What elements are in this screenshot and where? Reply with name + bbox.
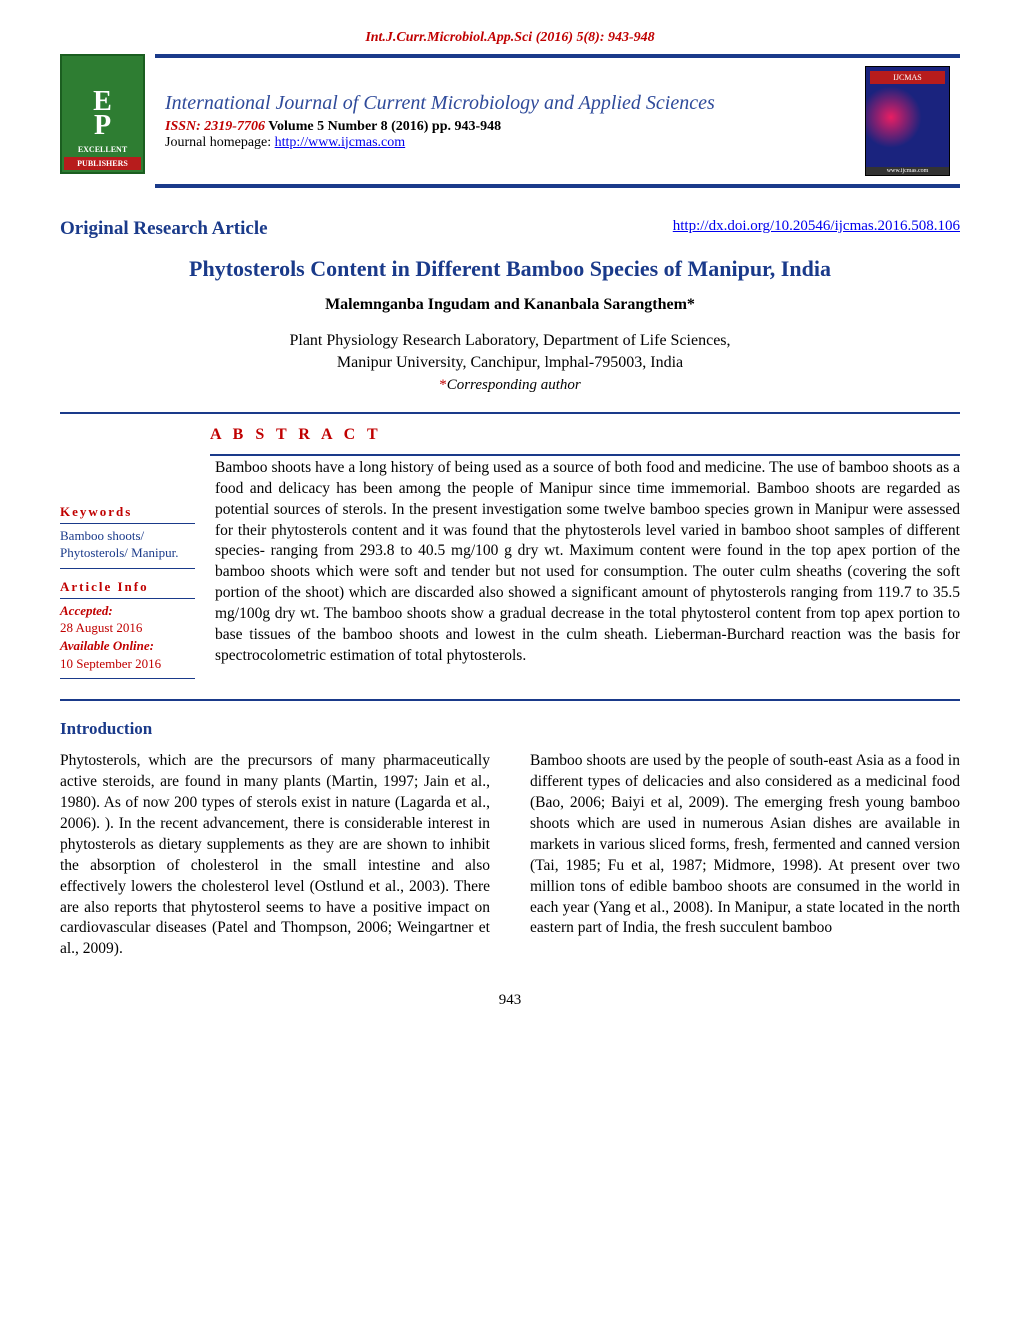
keywords-text: Bamboo shoots/ Phytosterols/ Manipur. xyxy=(60,527,195,569)
homepage-link[interactable]: http://www.ijcmas.com xyxy=(275,135,406,150)
authors: Malemnganba Ingudam and Kananbala Sarang… xyxy=(60,296,960,314)
issue-info: Volume 5 Number 8 (2016) pp. 943-948 xyxy=(265,119,501,134)
page-number: 943 xyxy=(60,992,960,1009)
cover-title: IJCMAS xyxy=(870,71,945,84)
keywords-label: Keywords xyxy=(60,504,195,524)
cover-footer: www.ijcmas.com xyxy=(866,167,949,175)
header-main: International Journal of Current Microbi… xyxy=(155,54,960,188)
homepage-label: Journal homepage: xyxy=(165,135,275,150)
top-citation: Int.J.Curr.Microbiol.App.Sci (2016) 5(8)… xyxy=(60,30,960,46)
abstract-text: Bamboo shoots have a long history of bei… xyxy=(215,458,960,689)
issn: ISSN: 2319-7706 xyxy=(165,119,265,134)
header-bar: E P EXCELLENT PUBLISHERS International J… xyxy=(60,54,960,188)
logo-line2: PUBLISHERS xyxy=(64,157,141,170)
doi-link[interactable]: http://dx.doi.org/10.20546/ijcmas.2016.5… xyxy=(673,218,960,240)
sidebar: Keywords Bamboo shoots/ Phytosterols/ Ma… xyxy=(60,458,195,689)
homepage-line: Journal homepage: http://www.ijcmas.com xyxy=(165,135,865,151)
affiliation-line1: Plant Physiology Research Laboratory, De… xyxy=(60,330,960,352)
corresponding-label: Corresponding author xyxy=(447,377,581,393)
accepted-label: Accepted: xyxy=(60,602,195,620)
available-label: Available Online: xyxy=(60,637,195,655)
corresponding-author: *Corresponding author xyxy=(60,377,960,394)
article-type-row: Original Research Article http://dx.doi.… xyxy=(60,218,960,240)
paper-title: Phytosterols Content in Different Bamboo… xyxy=(60,256,960,282)
accepted-date: 28 August 2016 xyxy=(60,619,195,637)
logo-p: P xyxy=(94,114,111,138)
article-type: Original Research Article xyxy=(60,218,268,240)
body-para-2: Bamboo shoots are used by the people of … xyxy=(530,751,960,939)
body-text: Phytosterols, which are the precursors o… xyxy=(60,751,960,964)
divider-abstract-top xyxy=(210,454,960,456)
affiliation-line2: Manipur University, Canchipur, lmphal-79… xyxy=(60,352,960,374)
article-info-box: Accepted: 28 August 2016 Available Onlin… xyxy=(60,602,195,679)
header-text: International Journal of Current Microbi… xyxy=(165,92,865,151)
journal-cover: IJCMAS www.ijcmas.com xyxy=(865,66,950,176)
body-para-1: Phytosterols, which are the precursors o… xyxy=(60,751,490,960)
logo-line1: EXCELLENT xyxy=(64,143,141,156)
article-info-label: Article Info xyxy=(60,579,195,599)
cover-image xyxy=(866,84,949,167)
journal-title: International Journal of Current Microbi… xyxy=(165,92,865,115)
introduction-heading: Introduction xyxy=(60,719,960,739)
divider-bottom xyxy=(60,699,960,701)
available-date: 10 September 2016 xyxy=(60,655,195,673)
abstract-label: A B S T R A C T xyxy=(210,426,960,444)
divider-top xyxy=(60,412,960,414)
publisher-logo: E P EXCELLENT PUBLISHERS xyxy=(60,54,145,174)
issn-line: ISSN: 2319-7706 Volume 5 Number 8 (2016)… xyxy=(165,119,865,135)
abstract-block: Keywords Bamboo shoots/ Phytosterols/ Ma… xyxy=(60,458,960,689)
